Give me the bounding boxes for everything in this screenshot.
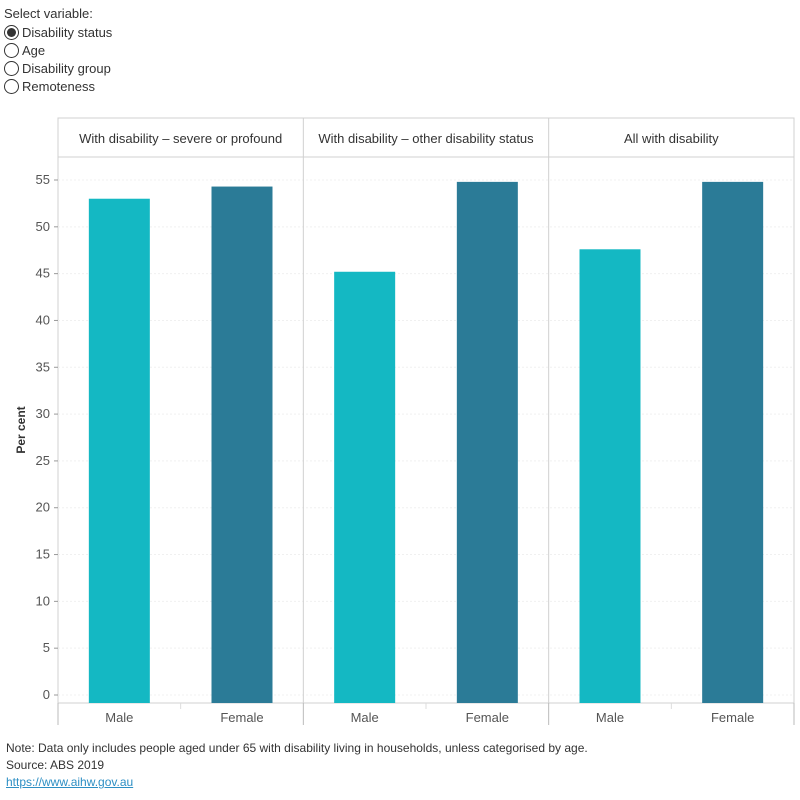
bar-chart: 0 5 10 15 20 25 30 35 40 45 50 55 Per cent With disab… bbox=[14, 117, 795, 725]
x-tick-label: Female bbox=[466, 710, 509, 725]
footer-note: Note: Data only includes people aged und… bbox=[6, 741, 588, 755]
y-tick-label: 45 bbox=[36, 266, 50, 281]
footer: Note: Data only includes people aged und… bbox=[6, 740, 588, 791]
radio-button-icon[interactable] bbox=[4, 42, 19, 58]
bar-female bbox=[211, 186, 273, 703]
bar-female bbox=[702, 181, 764, 703]
bar-female bbox=[456, 181, 518, 703]
selector-title: Select variable: bbox=[4, 6, 93, 21]
x-tick-label: Female bbox=[220, 710, 263, 725]
y-tick-label: 10 bbox=[36, 593, 50, 608]
radio-button-icon[interactable] bbox=[4, 60, 19, 76]
y-tick-label: 15 bbox=[36, 547, 50, 562]
footer-source: Source: ABS 2019 bbox=[6, 758, 105, 772]
variable-selector: Select variable: Disability status Age D… bbox=[4, 6, 112, 95]
panel-title: With disability – severe or profound bbox=[79, 131, 282, 146]
radio-age[interactable]: Age bbox=[4, 41, 112, 59]
radio-label: Disability status bbox=[22, 24, 113, 40]
y-tick-label: 30 bbox=[36, 406, 50, 421]
x-tick-label: Female bbox=[711, 710, 754, 725]
y-axis-label: Per cent bbox=[14, 406, 28, 453]
y-tick-label: 55 bbox=[36, 172, 50, 187]
radio-label: Age bbox=[22, 42, 46, 58]
y-tick-label: 40 bbox=[36, 312, 50, 327]
y-tick-label: 5 bbox=[43, 640, 50, 655]
y-tick-label: 20 bbox=[36, 500, 50, 515]
radio-button-icon[interactable] bbox=[4, 78, 19, 94]
x-tick-label: Male bbox=[105, 710, 133, 725]
radio-button-icon[interactable] bbox=[4, 24, 19, 40]
bar-male bbox=[579, 249, 641, 704]
radio-label: Disability group bbox=[22, 60, 111, 76]
y-tick-label: 50 bbox=[36, 219, 50, 234]
chart-frame bbox=[57, 117, 795, 704]
bar-male bbox=[334, 271, 396, 703]
y-tick-label: 35 bbox=[36, 359, 50, 374]
y-tick-label: 25 bbox=[36, 453, 50, 468]
footer-link[interactable]: https://www.aihw.gov.au bbox=[6, 775, 134, 789]
panel-title: With disability – other disability statu… bbox=[318, 131, 534, 146]
bar-male bbox=[88, 198, 150, 703]
x-tick-label: Male bbox=[596, 710, 624, 725]
y-tick-label: 0 bbox=[43, 687, 50, 702]
radio-disability-group[interactable]: Disability group bbox=[4, 59, 112, 77]
radio-disability-status[interactable]: Disability status bbox=[4, 23, 112, 41]
panel-title: All with disability bbox=[624, 131, 719, 146]
x-tick-label: Male bbox=[351, 710, 379, 725]
radio-remoteness[interactable]: Remoteness bbox=[4, 77, 112, 95]
radio-label: Remoteness bbox=[22, 78, 95, 94]
